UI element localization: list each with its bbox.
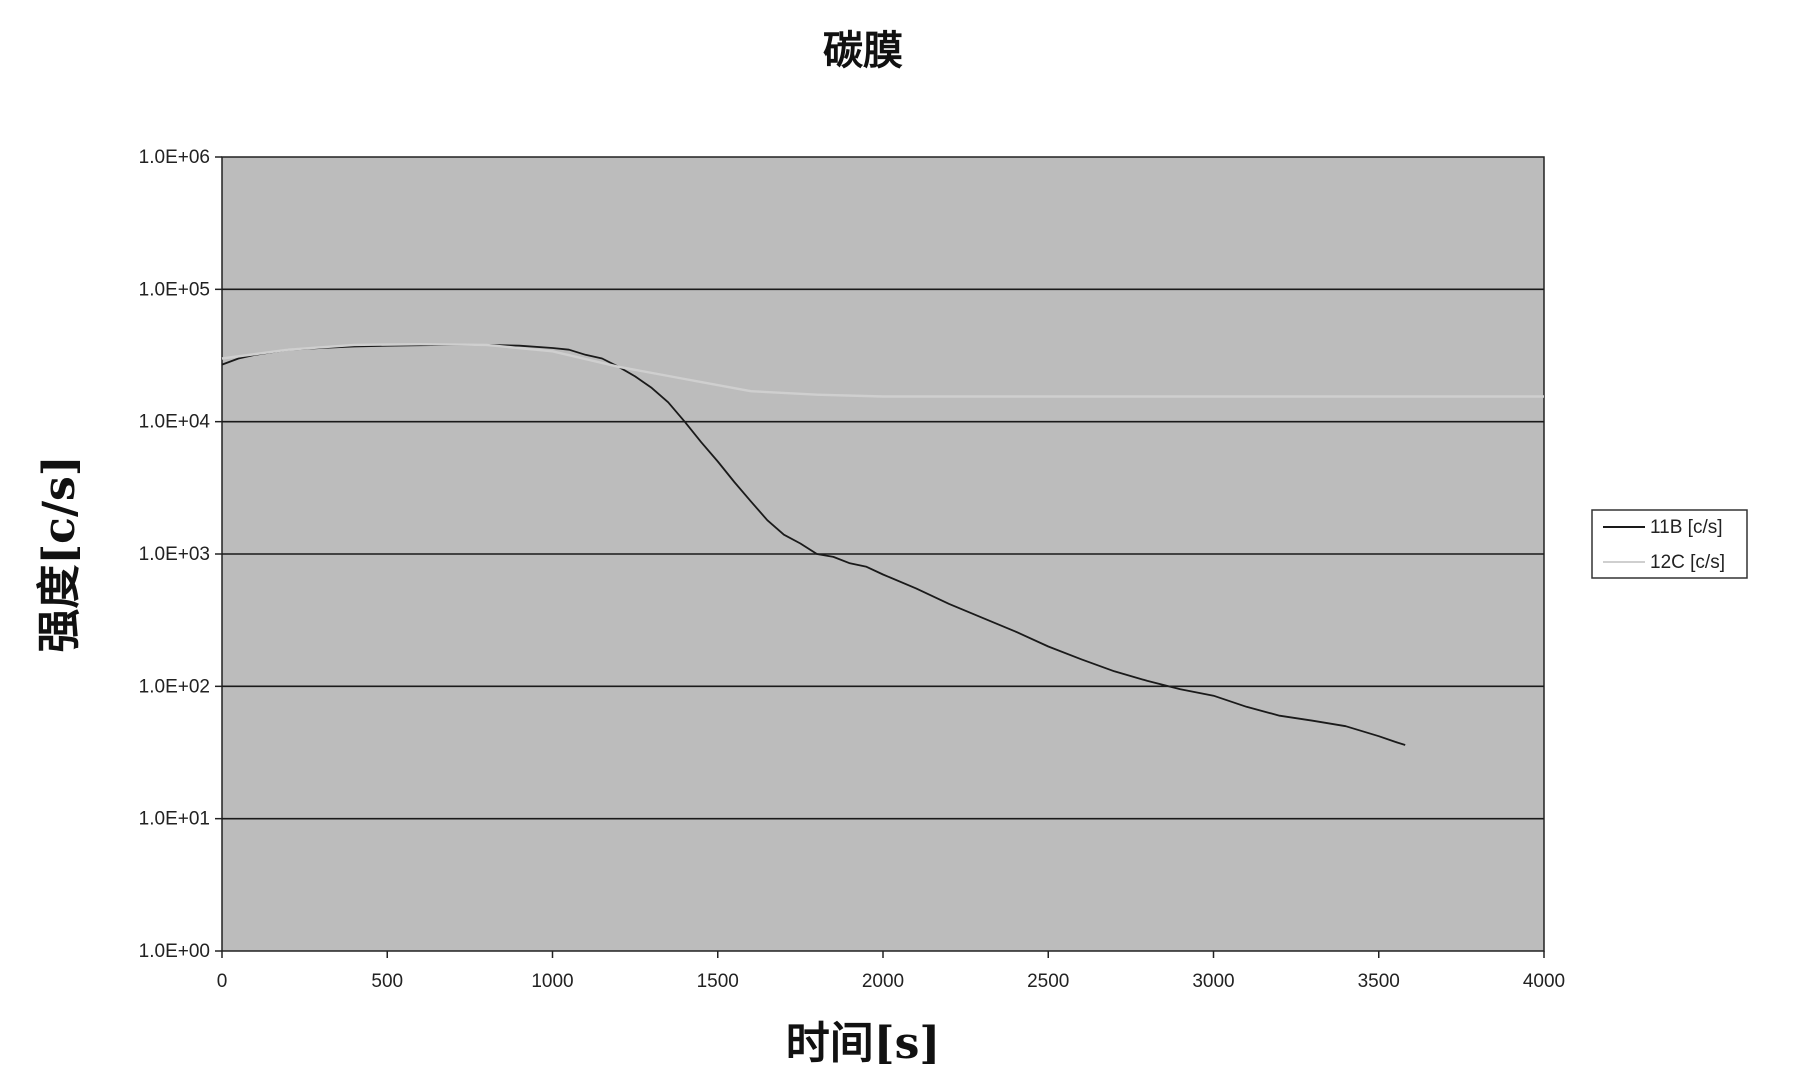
legend: 11B [c/s] 12C [c/s] <box>1592 510 1747 578</box>
x-tick-label: 4000 <box>1523 971 1565 992</box>
y-tick-label: 1.0E+00 <box>139 941 210 962</box>
y-tick-label: 1.0E+01 <box>139 809 210 830</box>
legend-label-11b: 11B [c/s] <box>1650 517 1723 538</box>
x-tick-label: 1500 <box>697 971 739 992</box>
x-axis: 0 500 1000 1500 2000 2500 3000 3500 4000 <box>217 951 1565 992</box>
plot-area-group <box>222 157 1544 951</box>
y-tick-label: 1.0E+02 <box>139 676 210 697</box>
x-tick-label: 3500 <box>1358 971 1400 992</box>
y-axis: 1.0E+00 1.0E+01 1.0E+02 1.0E+03 1.0E+04 1.0E+… <box>139 147 222 962</box>
legend-label-12c: 12C [c/s] <box>1650 552 1725 573</box>
x-tick-label: 1000 <box>531 971 573 992</box>
y-tick-label: 1.0E+04 <box>139 412 211 433</box>
x-tick-label: 500 <box>371 971 403 992</box>
y-axis-title: 强度[c/s] <box>34 455 85 652</box>
chart-title: 碳膜 <box>823 27 903 74</box>
x-tick-label: 2500 <box>1027 971 1069 992</box>
x-tick-label: 0 <box>217 971 228 992</box>
x-axis-title: 时间[s] <box>786 1018 940 1069</box>
x-tick-label: 2000 <box>862 971 904 992</box>
y-tick-label: 1.0E+05 <box>139 279 210 300</box>
y-tick-label: 1.0E+03 <box>139 544 210 565</box>
y-tick-label: 1.0E+06 <box>139 147 210 168</box>
x-tick-label: 3000 <box>1192 971 1234 992</box>
